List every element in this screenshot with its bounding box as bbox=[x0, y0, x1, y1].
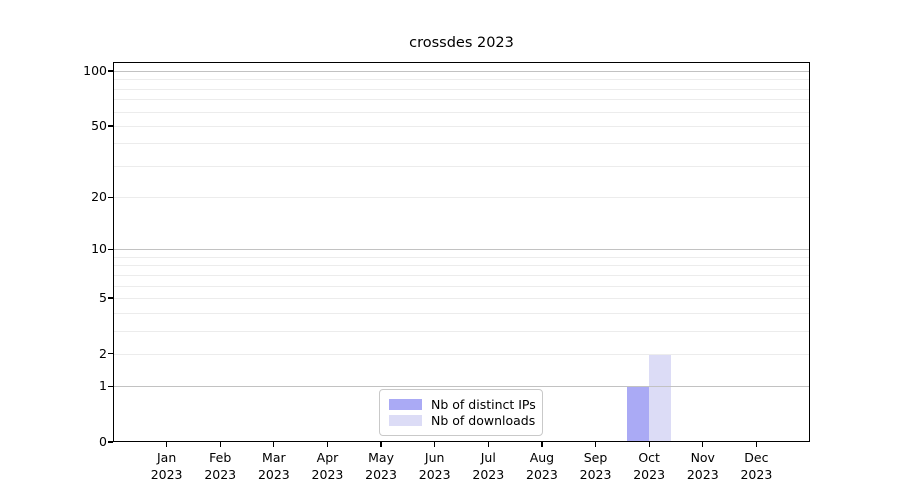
x-tick-mark bbox=[380, 442, 382, 447]
x-tick-label: Sep 2023 bbox=[579, 450, 612, 482]
legend: Nb of distinct IPs Nb of downloads bbox=[379, 389, 543, 436]
y-tick-mark bbox=[108, 441, 113, 443]
bar-distinct-ips bbox=[627, 386, 650, 442]
x-tick-mark bbox=[648, 442, 650, 447]
legend-entry-distinct-ips: Nb of distinct IPs bbox=[389, 397, 536, 412]
gridline-minor bbox=[114, 99, 809, 101]
x-tick-label: Nov 2023 bbox=[686, 450, 719, 482]
gridline-minor bbox=[114, 285, 809, 287]
y-tick-label: 1 bbox=[99, 378, 107, 394]
gridline-minor bbox=[114, 265, 809, 267]
gridline-major bbox=[114, 71, 809, 73]
gridline-major bbox=[114, 386, 809, 388]
y-tick-label: 2 bbox=[99, 345, 107, 361]
bar-downloads bbox=[649, 353, 672, 442]
x-tick-mark bbox=[165, 442, 168, 447]
x-tick-label: Feb 2023 bbox=[204, 450, 237, 482]
x-tick-label: Jun 2023 bbox=[418, 450, 451, 482]
y-tick-label: 10 bbox=[91, 241, 107, 257]
plot-area bbox=[113, 62, 810, 442]
legend-label-distinct-ips: Nb of distinct IPs bbox=[431, 397, 536, 412]
gridline-minor bbox=[114, 165, 809, 167]
gridline-minor bbox=[114, 330, 809, 332]
gridline-minor bbox=[114, 297, 809, 299]
x-tick-label: Oct 2023 bbox=[633, 450, 666, 482]
gridline-minor bbox=[114, 256, 809, 258]
y-tick-mark bbox=[108, 385, 113, 387]
x-tick-mark bbox=[487, 442, 489, 447]
x-tick-mark bbox=[541, 442, 543, 447]
x-tick-label: Apr 2023 bbox=[311, 450, 344, 482]
x-tick-label: May 2023 bbox=[365, 450, 397, 482]
gridline-minor bbox=[114, 125, 809, 127]
gridline-major bbox=[114, 249, 809, 251]
x-tick-mark bbox=[702, 442, 704, 447]
y-tick-mark bbox=[108, 70, 113, 72]
y-tick-label: 50 bbox=[91, 117, 107, 133]
x-tick-label: Mar 2023 bbox=[257, 450, 290, 482]
y-tick-label: 0 bbox=[99, 434, 107, 449]
legend-swatch-distinct-ips bbox=[389, 399, 422, 410]
x-tick-mark bbox=[594, 442, 597, 447]
x-tick-mark bbox=[434, 442, 436, 447]
gridline-minor bbox=[114, 197, 809, 199]
gridline-minor bbox=[114, 88, 809, 90]
gridline-minor bbox=[114, 312, 809, 314]
gridline-minor bbox=[114, 111, 809, 113]
y-tick-mark bbox=[108, 353, 113, 355]
y-tick-mark bbox=[108, 248, 113, 250]
gridline-minor bbox=[114, 79, 809, 81]
y-tick-mark bbox=[108, 196, 113, 198]
y-tick-mark bbox=[108, 297, 113, 299]
gridline-minor bbox=[114, 353, 809, 355]
y-tick-label: 5 bbox=[99, 289, 107, 305]
legend-swatch-downloads bbox=[389, 415, 422, 426]
gridline-minor bbox=[114, 274, 809, 276]
y-tick-label: 20 bbox=[91, 189, 107, 205]
x-tick-label: Dec 2023 bbox=[740, 450, 773, 482]
y-tick-label: 100 bbox=[83, 63, 107, 79]
y-tick-mark bbox=[108, 125, 113, 127]
legend-entry-downloads: Nb of downloads bbox=[389, 413, 536, 428]
gridline-minor bbox=[114, 143, 809, 145]
x-tick-mark bbox=[755, 442, 758, 447]
x-tick-label: Aug 2023 bbox=[526, 450, 558, 482]
chart-title: crossdes 2023 bbox=[409, 35, 514, 51]
x-tick-mark bbox=[219, 442, 221, 447]
x-tick-mark bbox=[326, 442, 329, 447]
x-tick-label: Jan 2023 bbox=[150, 450, 183, 482]
x-tick-label: Jul 2023 bbox=[472, 450, 505, 482]
legend-label-downloads: Nb of downloads bbox=[431, 413, 536, 428]
x-tick-mark bbox=[273, 442, 275, 447]
